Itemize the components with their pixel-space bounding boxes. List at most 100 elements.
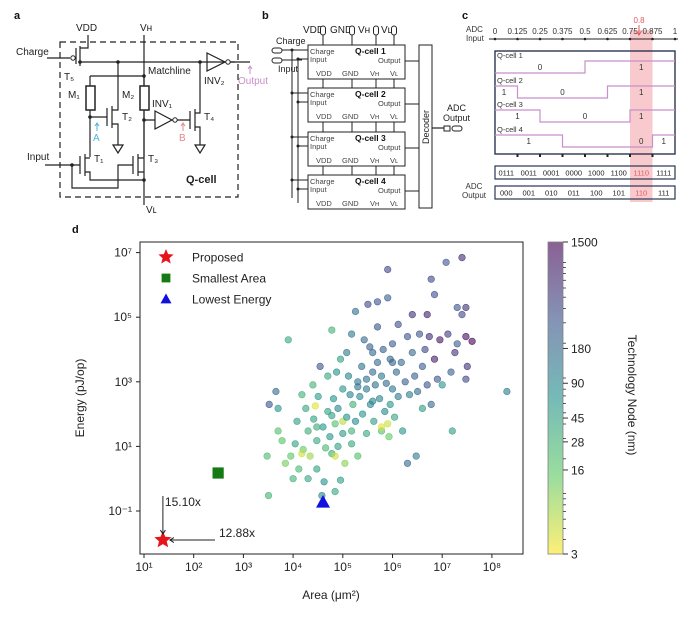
scatter-point bbox=[376, 395, 384, 403]
scatter-point bbox=[362, 429, 371, 438]
adc-output-code: 001 bbox=[522, 189, 535, 198]
scatter-point bbox=[339, 429, 347, 438]
panel-b-block-diagram: b Charge Input Decoder ADC Output VDD GND… bbox=[262, 10, 471, 210]
port-vl-label: Vʟ bbox=[390, 156, 398, 165]
b-charge-label: Charge bbox=[276, 36, 306, 46]
scatter-point bbox=[377, 423, 386, 431]
scatter-point bbox=[418, 362, 427, 371]
vertical-arrow-icon bbox=[159, 496, 166, 536]
scatter-point bbox=[394, 392, 402, 401]
interval-tick bbox=[516, 154, 519, 157]
decoder-block bbox=[418, 44, 433, 209]
thermometer-code: 1111 bbox=[656, 169, 671, 178]
adc-output-code: 010 bbox=[545, 189, 558, 198]
annotations: 15.10x 12.88x bbox=[154, 467, 331, 548]
colorbar-tick-label: 16 bbox=[571, 463, 585, 477]
port-gnd-label: GND bbox=[342, 156, 359, 165]
scatter-point bbox=[408, 349, 416, 357]
q-cell-wire bbox=[292, 179, 419, 192]
port-output-label: Output bbox=[378, 143, 401, 152]
scatter-point bbox=[381, 407, 389, 416]
scatter-point bbox=[364, 300, 372, 308]
port-vl-label: Vʟ bbox=[390, 199, 398, 208]
adc-input-tick-label: 0.375 bbox=[552, 27, 573, 36]
adc-input-tick-label: 0.5 bbox=[579, 27, 591, 36]
panel-a-label: a bbox=[14, 10, 21, 22]
interval-tick bbox=[561, 154, 564, 157]
node-a-marker: A bbox=[93, 122, 100, 144]
junction-dot bbox=[290, 135, 294, 139]
scatter-point bbox=[392, 368, 401, 376]
thermometer-code: 0111 bbox=[498, 169, 514, 178]
port-input-label: Input bbox=[310, 98, 328, 107]
x-tick-label: 10¹ bbox=[135, 560, 152, 574]
q-cell-title: Q-cell 1 bbox=[355, 46, 386, 56]
q-cell-waveform bbox=[495, 109, 675, 123]
q-cell-block bbox=[307, 87, 406, 123]
adc-input-label-2: Input bbox=[466, 34, 485, 43]
colorbar-tick-label: 1500 bbox=[571, 236, 598, 250]
panel-d-label: d bbox=[72, 224, 79, 236]
q-cell-row-label: Q-cell 3 bbox=[497, 100, 523, 109]
smallest-area-marker bbox=[212, 467, 224, 479]
legend-label: Lowest Energy bbox=[192, 293, 271, 307]
scatter-point bbox=[430, 355, 439, 363]
panel-a-circuit: a VDD Vʜ Vʟ Charge Input Matchline bbox=[14, 10, 268, 216]
lowest-energy-marker bbox=[316, 494, 331, 508]
axis-tick bbox=[651, 37, 654, 41]
port-vh-label: Vʜ bbox=[370, 69, 379, 78]
q-cell-wire bbox=[292, 49, 419, 62]
q-cell-block bbox=[307, 174, 406, 210]
adc-output-pin-icon bbox=[443, 125, 451, 132]
scatter-point bbox=[388, 358, 397, 367]
scatter-point bbox=[272, 387, 280, 396]
inv1-label: INV₁ bbox=[152, 99, 173, 110]
colorbar-gradient bbox=[547, 241, 564, 555]
m2-label: M₂ bbox=[122, 90, 134, 101]
scatter-point bbox=[336, 355, 345, 363]
x-axis-label: Area (μm²) bbox=[302, 588, 360, 602]
adc-input-label-1: ADC bbox=[466, 25, 483, 34]
scatter-point bbox=[384, 265, 392, 274]
adc-output-code: 101 bbox=[612, 189, 625, 198]
area-ratio-annotation: 12.88x bbox=[219, 526, 255, 540]
thermometer-code: 0001 bbox=[543, 169, 560, 178]
adc-output-code: 110 bbox=[635, 189, 647, 198]
colorbar: Technology Node (nm) 1500 180 90 45 28 16 3 bbox=[547, 236, 639, 562]
output-label: Output bbox=[238, 76, 268, 87]
q-cell-label: Q-cell bbox=[186, 174, 217, 186]
scatter-point bbox=[408, 311, 416, 319]
output-marker: Output bbox=[238, 65, 268, 87]
scatter-point bbox=[447, 368, 455, 376]
scatter-point bbox=[385, 433, 393, 441]
waveform-value: 1 bbox=[639, 63, 644, 72]
scatter-point bbox=[274, 404, 282, 413]
waveform-value: 1 bbox=[502, 88, 507, 97]
port-vdd-label: VDD bbox=[316, 112, 332, 121]
port-output-label: Output bbox=[378, 99, 401, 108]
q-cell-wire bbox=[292, 92, 419, 105]
y-tick-label: 10⁵ bbox=[114, 310, 132, 324]
scatter-point bbox=[388, 340, 397, 348]
x-tick-label: 10⁵ bbox=[334, 560, 352, 574]
colorbar-tick-label: 45 bbox=[571, 412, 585, 426]
t3-label: T₃ bbox=[148, 154, 158, 165]
scatter-point bbox=[351, 417, 360, 425]
adc-output-pin-icon bbox=[451, 125, 463, 132]
vl-label: Vʟ bbox=[146, 205, 157, 216]
scatter-point bbox=[324, 372, 332, 380]
top-pin-icon bbox=[349, 25, 355, 36]
scatter-point bbox=[313, 423, 321, 431]
scatter-point bbox=[394, 320, 402, 329]
scatter-point bbox=[354, 452, 362, 460]
interval-tick bbox=[606, 154, 609, 157]
scatter-point bbox=[265, 400, 273, 409]
port-vdd-label: VDD bbox=[316, 199, 332, 208]
scatter-point bbox=[462, 303, 470, 312]
port-input-label: Input bbox=[310, 185, 328, 194]
scatter-point bbox=[411, 372, 419, 380]
scatter-point bbox=[462, 375, 470, 383]
port-gnd-label: GND bbox=[342, 112, 359, 121]
q-cell-waveform bbox=[495, 85, 675, 99]
